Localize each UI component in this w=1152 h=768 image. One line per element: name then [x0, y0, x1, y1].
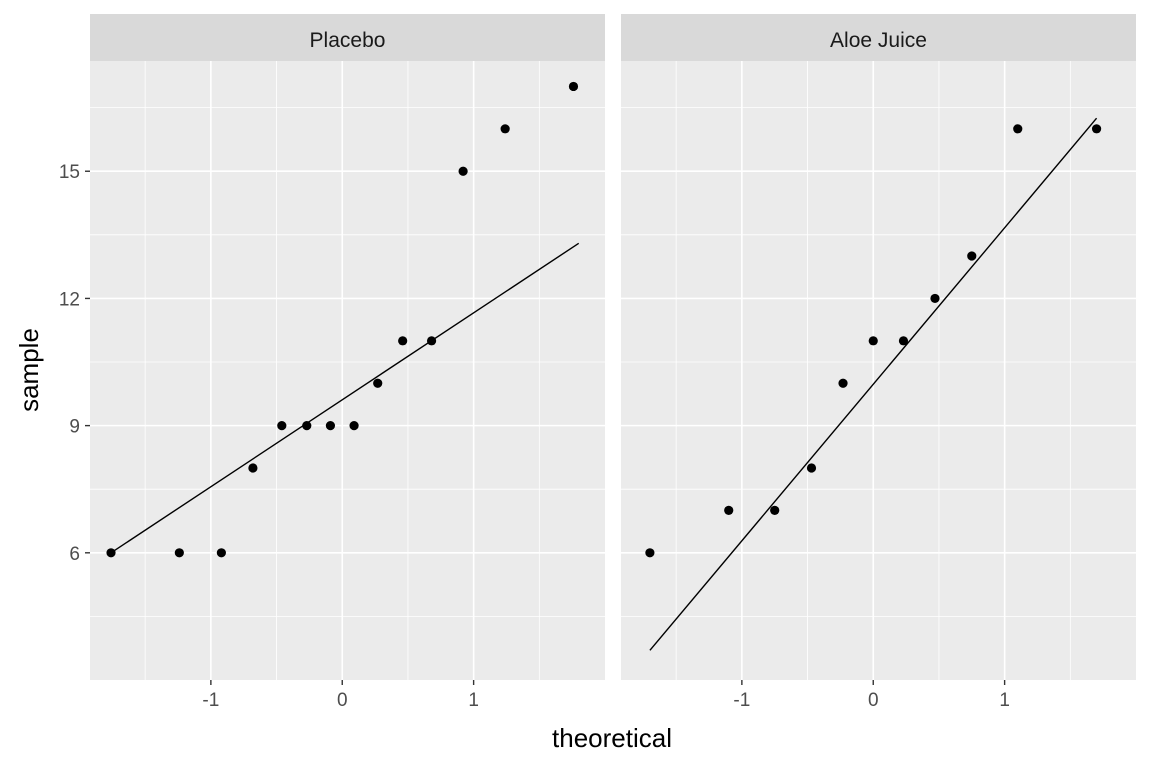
data-point — [373, 378, 383, 388]
qq-reference-line — [649, 117, 1098, 651]
y-tick-label: 15 — [59, 162, 80, 183]
data-point — [1013, 124, 1023, 134]
data-point — [398, 336, 408, 346]
qq-reference-line — [110, 242, 580, 554]
data-point — [724, 505, 734, 516]
facet-strip-label: Placebo — [310, 29, 386, 52]
data-point — [349, 421, 359, 431]
facet-strip — [90, 14, 605, 61]
data-point — [500, 124, 510, 134]
data-point — [458, 166, 468, 176]
panel-background — [621, 61, 1136, 680]
x-tick-label: -1 — [202, 690, 219, 711]
data-point — [174, 548, 184, 558]
y-tick-label: 12 — [59, 289, 80, 310]
data-point — [248, 463, 258, 473]
data-point — [426, 336, 437, 346]
x-tick-label: -1 — [733, 690, 750, 711]
data-point — [325, 421, 336, 431]
x-axis-title: theoretical — [552, 723, 672, 753]
data-point — [838, 378, 848, 388]
data-point — [806, 463, 817, 473]
data-point — [216, 548, 226, 558]
y-tick-label: 6 — [69, 544, 80, 565]
data-point — [277, 421, 287, 431]
data-point — [868, 336, 878, 346]
data-point — [106, 548, 116, 558]
data-point — [898, 336, 909, 346]
facet-strip — [621, 14, 1136, 61]
data-point — [645, 548, 655, 558]
y-tick-label: 9 — [69, 417, 80, 438]
facet-strip-label: Aloe Juice — [830, 29, 927, 52]
x-tick-label: 1 — [468, 690, 479, 711]
data-point — [302, 421, 312, 431]
x-tick-label: 0 — [337, 690, 348, 711]
data-point — [568, 81, 579, 92]
x-tick-label: 1 — [999, 690, 1010, 711]
data-point — [770, 505, 780, 516]
data-point — [1091, 124, 1102, 134]
panel-background — [90, 61, 605, 680]
x-tick-label: 0 — [868, 690, 879, 711]
data-point — [967, 251, 977, 261]
y-axis-title: sample — [14, 328, 44, 412]
data-point — [930, 293, 940, 304]
